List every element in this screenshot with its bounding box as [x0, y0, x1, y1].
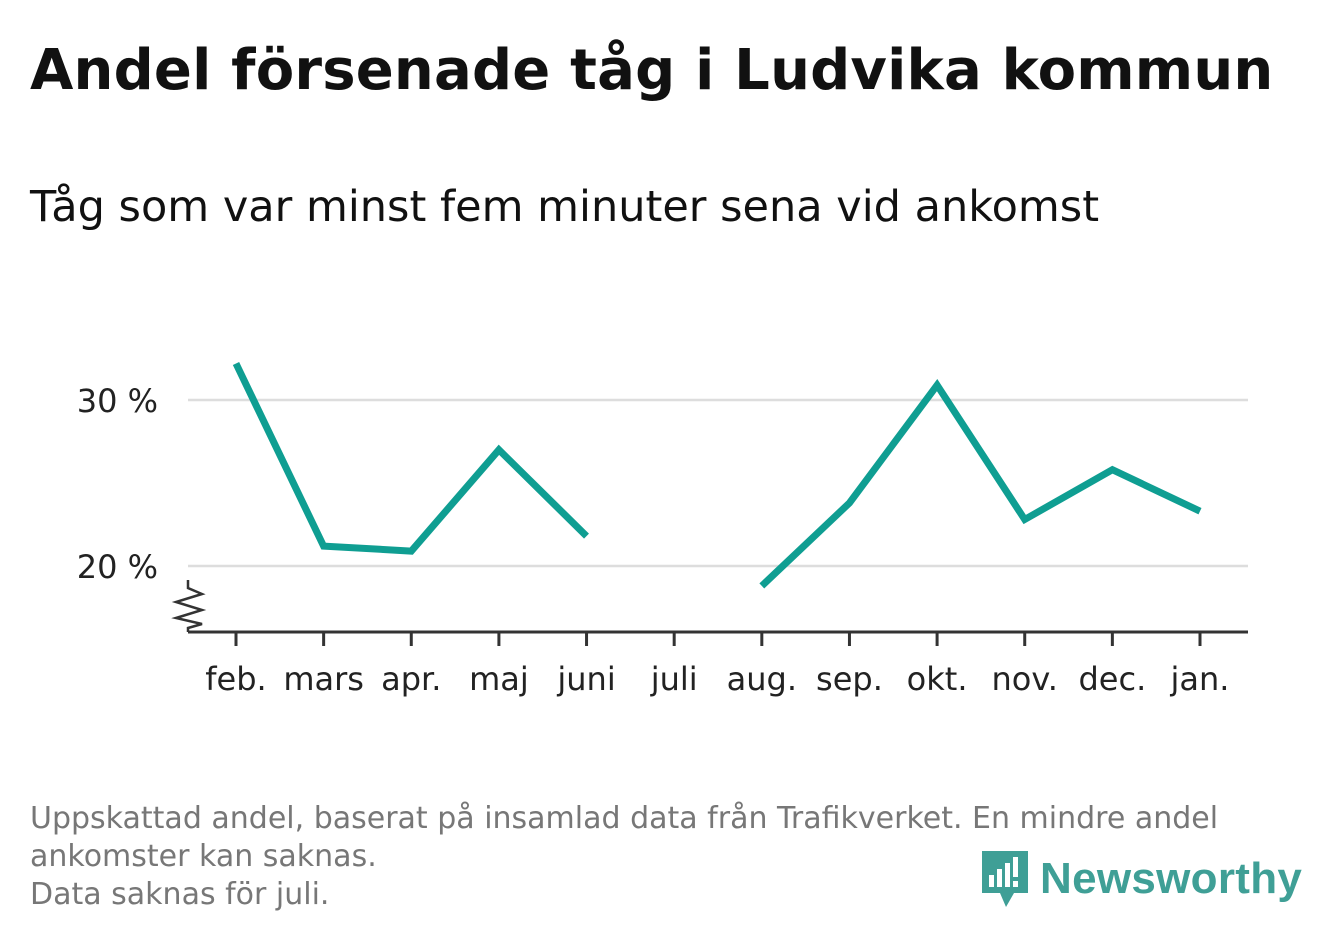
- x-tick-label: okt.: [907, 660, 968, 698]
- newsworthy-chart-icon: [982, 851, 1028, 907]
- x-tick-label: sep.: [816, 660, 883, 698]
- grid-lines: [188, 398, 1248, 568]
- x-axis: [171, 580, 1248, 634]
- logo-text: Newsworthy: [1040, 854, 1303, 903]
- x-tick-label: juni: [556, 660, 615, 698]
- chart-title: Andel försenade tåg i Ludvika kommun: [30, 38, 1274, 103]
- x-tick-label: aug.: [727, 660, 797, 698]
- x-tick-label: mars: [283, 660, 364, 698]
- data-lines: [232, 361, 1202, 589]
- x-tick-label: nov.: [991, 660, 1057, 698]
- newsworthy-logo[interactable]: Newsworthy: [980, 848, 1302, 910]
- x-tick-labels: feb. mars apr. maj juni juli aug. sep. okt. nov. d…: [205, 660, 1229, 698]
- y-tick-labels: 20 % 30 %: [77, 382, 158, 586]
- x-tick-label: apr.: [381, 660, 441, 698]
- series-line-segment-1: [232, 361, 589, 555]
- chart-subtitle: Tåg som var minst fem minuter sena vid a…: [30, 182, 1100, 232]
- y-tick-label: 30 %: [77, 382, 158, 420]
- axis-break-icon: [171, 580, 207, 632]
- x-tick-label: dec.: [1078, 660, 1146, 698]
- y-tick-label: 20 %: [77, 548, 158, 586]
- x-tick-label: maj: [469, 660, 529, 698]
- x-ticks: [234, 632, 1202, 646]
- x-tick-label: juli: [650, 660, 698, 698]
- series-line-segment-2: [759, 378, 1202, 589]
- footnote-line-1: Uppskattad andel, baserat på insamlad da…: [30, 801, 1219, 836]
- x-tick-label: feb.: [205, 660, 266, 698]
- footnote-line-3: Data saknas för juli.: [30, 877, 330, 912]
- footnote: Uppskattad andel, baserat på insamlad da…: [30, 800, 1280, 914]
- x-tick-label: jan.: [1170, 660, 1230, 698]
- footnote-line-2: ankomster kan saknas.: [30, 839, 377, 874]
